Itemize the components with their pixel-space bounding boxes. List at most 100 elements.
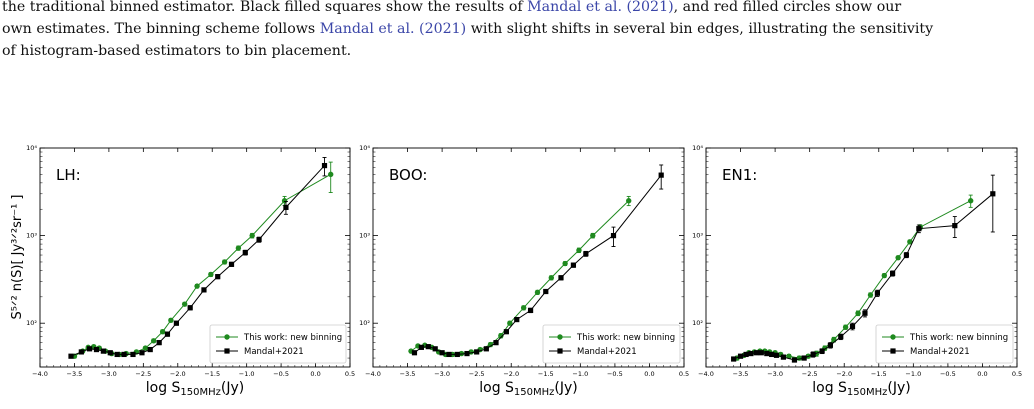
x-tick-label: −3.0	[767, 370, 783, 378]
data-point-square	[780, 354, 787, 360]
data-point-square	[791, 357, 798, 363]
citation-link[interactable]: Mandal et al. (2021)	[319, 21, 467, 37]
x-tick-label: 0.5	[679, 370, 689, 378]
data-point-square	[527, 307, 534, 313]
x-tick-label: −1.5	[204, 370, 220, 378]
data-point-square	[543, 288, 549, 295]
chart-panel: −4.0 −3.5 −3.0 −2.5 −2.0 −1.5 −1.0 −0.5 0.0 0.5 10…	[692, 144, 1022, 398]
data-point-circle	[881, 272, 888, 279]
data-point-square	[558, 275, 564, 281]
data-point-circle	[281, 198, 288, 204]
source-counts-figure: −4.0 −3.5 −3.0 −2.5 −2.0 −1.5 −1.0 −0.5 0.0 0.5 10…	[0, 106, 1034, 409]
data-point-square	[446, 351, 452, 358]
data-point-circle	[867, 292, 874, 298]
x-axis-label-main: log S	[812, 380, 847, 396]
data-point-square	[454, 351, 460, 358]
x-tick-label: −2.0	[836, 370, 852, 378]
caption-line-2: own estimates. The binning scheme follow…	[2, 18, 1032, 40]
legend-entry: This work: new binning	[243, 333, 342, 343]
x-axis-label-subscript: 150MHz	[847, 387, 887, 398]
data-point-circle	[786, 353, 792, 359]
x-tick-label: −3.5	[733, 370, 749, 378]
plot-frame	[372, 147, 685, 368]
y-tick-label: 10⁴	[692, 144, 703, 152]
data-point-square	[819, 348, 825, 354]
data-point-square	[411, 350, 418, 356]
x-tick-label: −2.5	[469, 370, 485, 378]
chart-panel: −4.0 −3.5 −3.0 −2.5 −2.0 −1.5 −1.0 −0.5 0.0 0.5 10…	[359, 144, 689, 398]
data-point-circle	[907, 239, 913, 245]
data-point-square	[474, 349, 480, 355]
data-point-square	[503, 329, 509, 335]
data-point-square	[156, 340, 162, 346]
x-tick-label: −2.0	[503, 370, 519, 378]
data-point-square	[130, 351, 136, 358]
legend-entry: Mandal+2021	[910, 347, 970, 357]
data-point-square	[810, 351, 816, 358]
data-point-square	[743, 351, 749, 358]
x-tick-label: −1.5	[871, 370, 887, 378]
data-point-square	[769, 351, 775, 358]
data-point-circle	[796, 355, 802, 361]
data-point-circle	[626, 198, 632, 204]
data-point-square	[439, 350, 445, 356]
data-point-circle	[150, 338, 157, 344]
legend-box	[209, 324, 347, 364]
caption-text: with slight shifts in several bin edges,…	[466, 21, 934, 37]
data-point-square	[114, 351, 120, 358]
data-point-square	[93, 346, 100, 353]
x-tick-label: −2.0	[170, 370, 186, 378]
x-tick-label: −0.5	[273, 370, 289, 378]
data-point-circle	[562, 260, 568, 267]
y-tick-label: 10²	[359, 319, 370, 327]
data-point-square	[838, 334, 844, 340]
y-tick-label: 10⁴	[26, 144, 37, 152]
legend-marker	[890, 334, 896, 340]
x-axis-label-unit: (Jy)	[554, 380, 577, 396]
x-tick-label: 0.5	[345, 370, 355, 378]
data-point-circle	[159, 328, 166, 335]
legend: This work: new binning Mandal+2021	[209, 324, 347, 364]
y-tick-label: 10³	[26, 232, 37, 240]
caption-line-1: the traditional binned estimator. Black …	[2, 0, 1032, 18]
caption-text: the traditional binned estimator. Black …	[2, 0, 528, 15]
data-point-square	[100, 348, 106, 354]
data-point-square	[418, 344, 424, 350]
data-point-square	[432, 346, 438, 352]
legend-marker	[224, 334, 230, 340]
data-point-circle	[895, 254, 901, 261]
x-tick-label: −2.5	[802, 370, 818, 378]
data-point-circle	[842, 324, 849, 330]
data-point-square	[862, 310, 868, 316]
data-point-square	[753, 350, 760, 356]
y-tick-label: 10²	[26, 319, 37, 327]
y-tick-label: 10⁴	[359, 144, 370, 152]
data-point-square	[139, 350, 145, 356]
data-point-square	[570, 262, 577, 268]
x-axis-label: log S150MHz(Jy)	[479, 380, 578, 398]
x-tick-label: −3.5	[67, 370, 83, 378]
x-axis-label-unit: (Jy)	[887, 380, 910, 396]
legend-entry: Mandal+2021	[244, 347, 304, 357]
citation-link[interactable]: Mandal et al. (2021)	[527, 0, 674, 15]
legend-marker	[557, 334, 563, 340]
data-point-circle	[142, 345, 149, 351]
figure-svg: −4.0 −3.5 −3.0 −2.5 −2.0 −1.5 −1.0 −0.5 0.0 0.5 10…	[10, 144, 1022, 398]
data-point-square	[228, 261, 235, 267]
data-point-square	[164, 331, 171, 337]
legend-box	[542, 324, 681, 364]
data-point-square	[321, 162, 328, 169]
x-tick-label: −4.0	[698, 370, 714, 378]
data-point-circle	[520, 305, 527, 311]
data-point-square	[801, 355, 807, 361]
data-point-square	[583, 251, 589, 257]
data-point-circle	[487, 341, 494, 348]
data-point-square	[215, 274, 221, 280]
y-axis-label: S⁵ᐟ² n(S)[ Jy³ᐟ²sr⁻¹ ]	[10, 195, 25, 320]
x-tick-label: −3.0	[101, 370, 117, 378]
data-point-square	[610, 233, 617, 239]
data-point-square	[903, 252, 910, 258]
x-tick-label: −1.5	[538, 370, 554, 378]
data-point-square	[952, 223, 958, 229]
series-line	[70, 165, 325, 357]
